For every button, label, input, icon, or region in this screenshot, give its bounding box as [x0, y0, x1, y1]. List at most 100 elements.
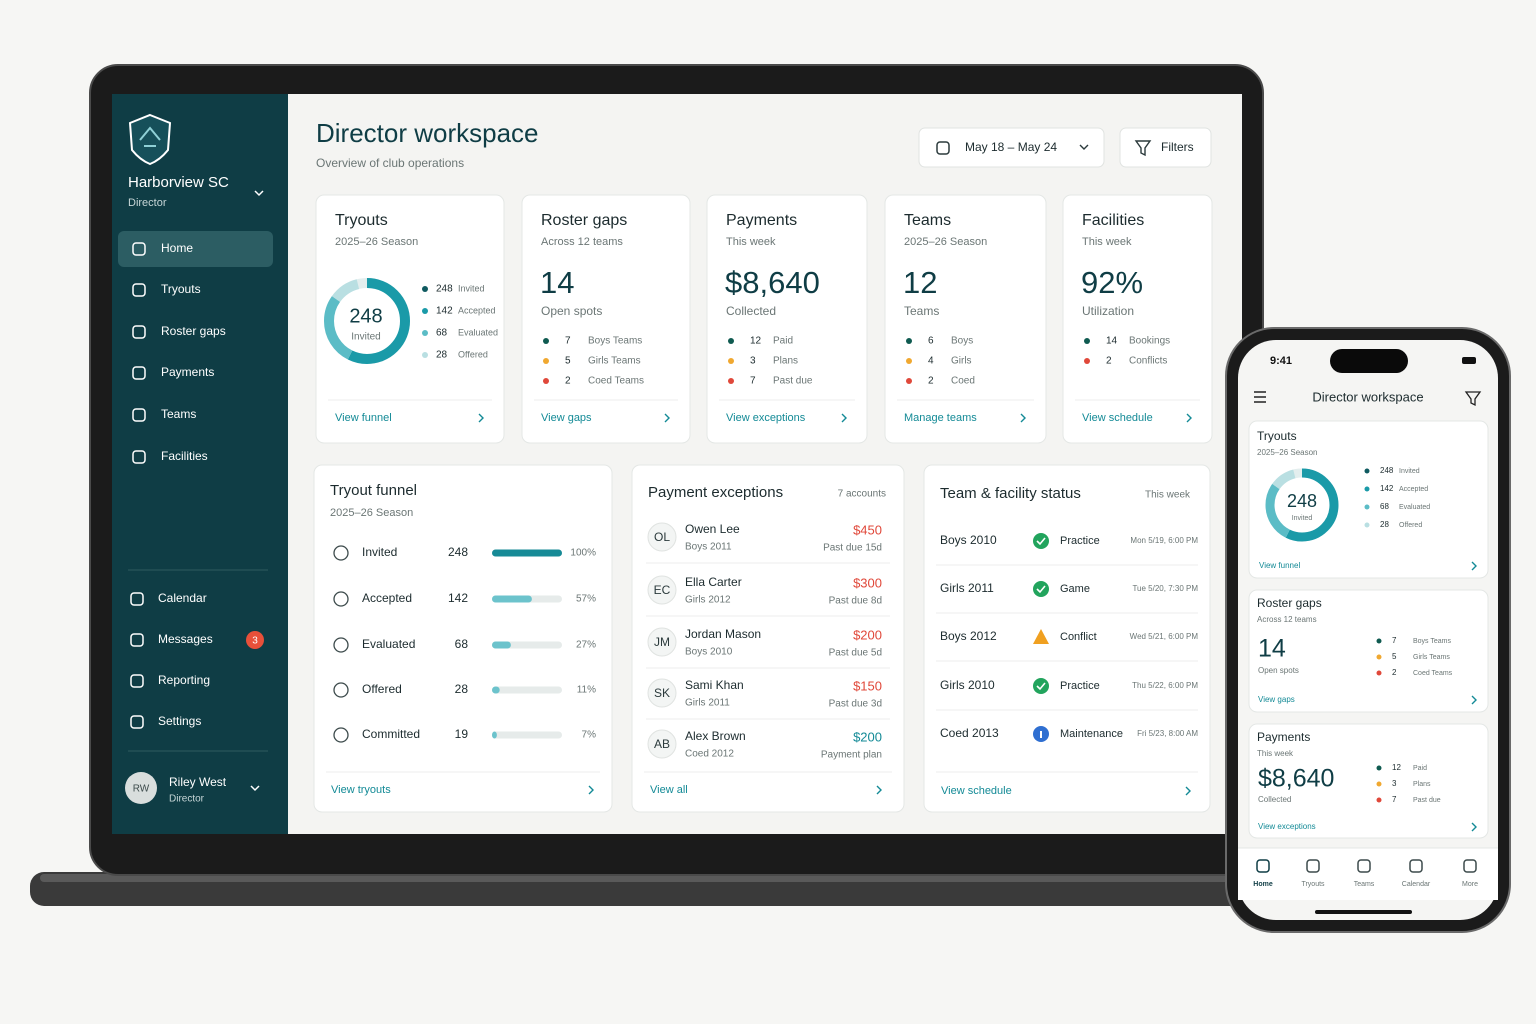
filters-button[interactable]	[1119, 127, 1212, 168]
card-value: 12	[903, 265, 937, 300]
nav-item[interactable]: Teams	[161, 407, 196, 421]
phone-nav-item[interactable]: Home	[1253, 881, 1273, 888]
legend-label: Evaluated	[1399, 504, 1430, 511]
legend-label: Coed Teams	[588, 376, 644, 387]
status-time: Wed 5/21, 6:00 PM	[1130, 632, 1199, 641]
card-caption: Utilization	[1082, 304, 1134, 318]
payer-team: Coed 2012	[685, 749, 734, 760]
payment-amount: $450	[853, 522, 882, 537]
phone-nav-item[interactable]: Teams	[1354, 881, 1375, 888]
card-link[interactable]: View schedule	[1082, 412, 1153, 424]
phone-card	[1248, 420, 1489, 579]
donut-arc	[324, 278, 410, 364]
nav-item[interactable]: Home	[161, 241, 193, 255]
legend-count: 12	[750, 336, 762, 347]
card-link[interactable]: View gaps	[541, 412, 592, 424]
filter-icon	[1134, 140, 1152, 157]
panel-link[interactable]: View schedule	[941, 785, 1012, 797]
nav-item[interactable]: Settings	[158, 714, 201, 728]
funnel-pct: 11%	[577, 685, 596, 696]
nav-item[interactable]: Calendar	[158, 591, 207, 605]
menu-icon[interactable]	[1254, 391, 1266, 403]
card-link[interactable]: View funnel	[335, 412, 392, 424]
filters-label[interactable]: Filters	[1161, 140, 1194, 154]
card-title: Teams	[904, 212, 951, 229]
legend-label: Paid	[773, 336, 793, 347]
status-icon	[1033, 533, 1049, 549]
nav-item[interactable]: Reporting	[158, 673, 210, 687]
date-button[interactable]	[918, 127, 1105, 168]
legend-label: Past due	[1413, 797, 1441, 804]
phone-nav-item[interactable]: More	[1462, 881, 1478, 888]
card-subtitle: This week	[1257, 749, 1294, 758]
card-link[interactable]: View gaps	[1258, 695, 1295, 704]
user-chevron[interactable]	[250, 785, 260, 792]
panel-meta: 7 accounts	[838, 489, 886, 500]
card-title: Roster gaps	[1257, 596, 1322, 610]
status-time: Thu 5/22, 6:00 PM	[1132, 681, 1198, 690]
chevron	[1186, 413, 1192, 423]
legend-label: Invited	[1399, 468, 1420, 475]
card-title: Tryouts	[1257, 429, 1297, 443]
card-link[interactable]: View exceptions	[1258, 822, 1316, 831]
icon	[936, 141, 950, 155]
summary-card	[315, 194, 505, 444]
legend-count: 248	[1380, 466, 1394, 475]
card-caption: Open spots	[541, 304, 602, 318]
phone-filter[interactable]	[1464, 391, 1482, 407]
card-value: $8,640	[1258, 765, 1334, 793]
logo-mark	[139, 126, 161, 147]
date-range[interactable]: May 18 – May 24	[965, 140, 1057, 154]
nav-item[interactable]: Roster gaps	[161, 324, 226, 338]
nav-item[interactable]: Facilities	[161, 449, 208, 463]
card-caption: Open spots	[1258, 666, 1299, 675]
legend-label: Girls	[951, 356, 972, 367]
legend-count: 4	[928, 356, 934, 367]
row-icon	[333, 727, 349, 743]
icon	[132, 283, 146, 297]
donut-value: 248	[349, 305, 382, 327]
legend-dot	[422, 308, 428, 314]
card-link[interactable]: View exceptions	[726, 412, 806, 424]
legend-label: Past due	[773, 376, 813, 387]
card-value: 14	[540, 265, 574, 300]
page-subtitle: Overview of club operations	[316, 156, 464, 170]
nav-item[interactable]: Tryouts	[161, 282, 201, 296]
club-chevron[interactable]	[254, 190, 264, 197]
status-time: Fri 5/23, 8:00 AM	[1137, 729, 1198, 738]
avatar-initials: RW	[133, 784, 150, 795]
phone-nav-item[interactable]: Tryouts	[1301, 881, 1325, 888]
legend-count: 142	[436, 306, 453, 317]
card-subtitle: 2025–26 Season	[335, 236, 418, 248]
legend-count: 248	[436, 284, 453, 295]
legend-dot	[543, 338, 549, 344]
legend-dot	[728, 358, 734, 364]
nav-item[interactable]: Payments	[161, 365, 214, 379]
panel-link[interactable]: View all	[650, 784, 688, 796]
legend-dot	[1376, 654, 1382, 660]
funnel-pct: 27%	[576, 640, 596, 651]
payer-team: Boys 2010	[685, 647, 733, 658]
nav-item[interactable]: Messages	[158, 632, 213, 646]
funnel-count: 248	[448, 545, 468, 559]
card-subtitle: This week	[726, 236, 776, 248]
card-link[interactable]: View funnel	[1259, 561, 1300, 570]
panel-title: Team & facility status	[940, 485, 1081, 502]
funnel-pct: 100%	[570, 548, 596, 559]
page-title: Director workspace	[316, 118, 539, 148]
donut-arc	[1265, 468, 1339, 542]
legend-count: 7	[565, 336, 571, 347]
funnel-bar	[492, 731, 497, 739]
chevron	[478, 413, 484, 423]
funnel-count: 28	[455, 682, 469, 696]
card-title: Payments	[726, 212, 797, 229]
phone-nav-item[interactable]: Calendar	[1402, 881, 1431, 888]
card-subtitle: 2025–26 Season	[904, 236, 987, 248]
card-link[interactable]: Manage teams	[904, 412, 977, 424]
panel-link[interactable]: View tryouts	[331, 784, 391, 796]
legend-label: Offered	[1399, 522, 1422, 529]
avatar	[647, 522, 677, 552]
legend-label: Paid	[1413, 765, 1427, 772]
badge-count: 3	[252, 636, 258, 647]
